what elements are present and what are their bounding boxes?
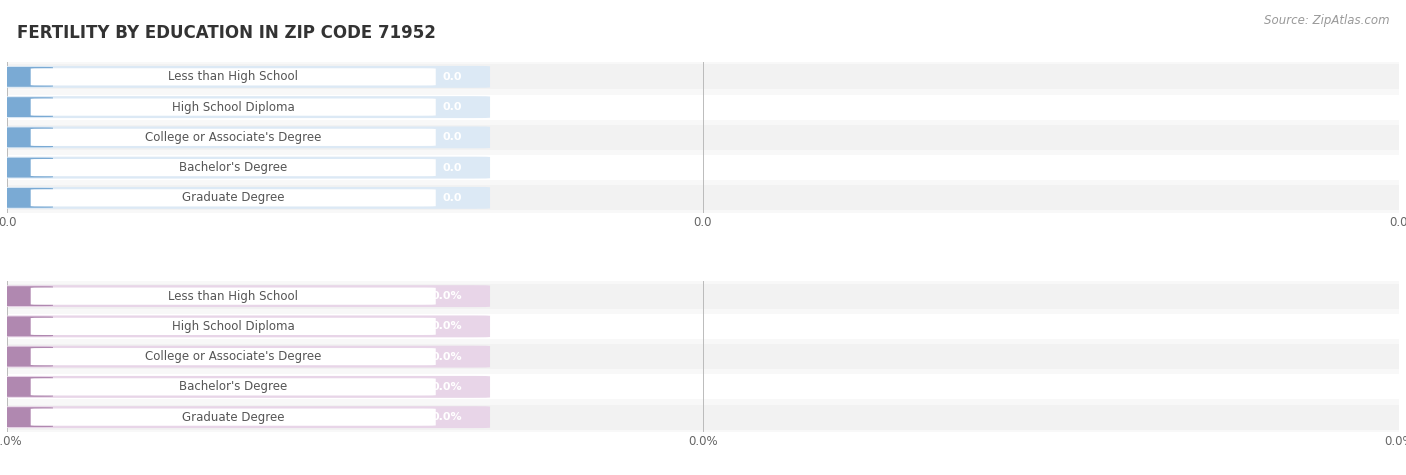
Bar (7, 185, 1399, 210)
FancyBboxPatch shape (0, 127, 53, 147)
FancyBboxPatch shape (31, 348, 436, 365)
FancyBboxPatch shape (0, 286, 53, 306)
FancyBboxPatch shape (31, 129, 436, 146)
Text: 0.0: 0.0 (443, 193, 463, 203)
FancyBboxPatch shape (31, 159, 436, 176)
Text: Bachelor's Degree: Bachelor's Degree (179, 161, 287, 174)
FancyBboxPatch shape (0, 285, 491, 307)
Text: 0.0%: 0.0% (432, 291, 463, 301)
Text: College or Associate's Degree: College or Associate's Degree (145, 131, 322, 144)
FancyBboxPatch shape (0, 126, 491, 148)
Bar (7, 284, 1399, 309)
FancyBboxPatch shape (0, 97, 53, 117)
Text: 0.0%: 0.0% (432, 352, 463, 361)
FancyBboxPatch shape (0, 315, 491, 337)
Text: College or Associate's Degree: College or Associate's Degree (145, 350, 322, 363)
Text: 0.0%: 0.0% (432, 322, 463, 332)
Text: High School Diploma: High School Diploma (172, 320, 295, 333)
FancyBboxPatch shape (31, 189, 436, 207)
FancyBboxPatch shape (31, 318, 436, 335)
FancyBboxPatch shape (0, 346, 491, 368)
FancyBboxPatch shape (0, 96, 491, 118)
FancyBboxPatch shape (31, 378, 436, 396)
FancyBboxPatch shape (0, 158, 53, 178)
Text: Source: ZipAtlas.com: Source: ZipAtlas.com (1264, 14, 1389, 27)
Bar (7, 314, 1399, 339)
FancyBboxPatch shape (0, 406, 491, 428)
FancyBboxPatch shape (0, 376, 491, 398)
FancyBboxPatch shape (0, 347, 53, 367)
Text: 0.0: 0.0 (443, 133, 463, 142)
Bar (7, 405, 1399, 429)
FancyBboxPatch shape (0, 377, 53, 397)
FancyBboxPatch shape (31, 287, 436, 305)
FancyBboxPatch shape (0, 188, 53, 208)
Text: High School Diploma: High School Diploma (172, 101, 295, 114)
Text: 0.0: 0.0 (443, 162, 463, 172)
FancyBboxPatch shape (31, 408, 436, 426)
FancyBboxPatch shape (31, 98, 436, 116)
Bar (7, 374, 1399, 399)
Text: FERTILITY BY EDUCATION IN ZIP CODE 71952: FERTILITY BY EDUCATION IN ZIP CODE 71952 (17, 24, 436, 42)
Bar (7, 65, 1399, 89)
FancyBboxPatch shape (0, 187, 491, 209)
Text: 0.0: 0.0 (443, 72, 463, 82)
Bar (7, 155, 1399, 180)
FancyBboxPatch shape (0, 407, 53, 427)
Text: 0.0: 0.0 (443, 102, 463, 112)
FancyBboxPatch shape (0, 157, 491, 179)
Bar (7, 344, 1399, 369)
Text: Bachelor's Degree: Bachelor's Degree (179, 380, 287, 393)
Bar (7, 95, 1399, 120)
Text: 0.0%: 0.0% (432, 412, 463, 422)
Text: Less than High School: Less than High School (169, 290, 298, 303)
Text: Graduate Degree: Graduate Degree (181, 410, 284, 424)
Text: 0.0%: 0.0% (432, 382, 463, 392)
FancyBboxPatch shape (0, 316, 53, 336)
FancyBboxPatch shape (0, 66, 491, 88)
FancyBboxPatch shape (0, 67, 53, 87)
Text: Less than High School: Less than High School (169, 70, 298, 84)
Bar (7, 125, 1399, 150)
Text: Graduate Degree: Graduate Degree (181, 191, 284, 204)
FancyBboxPatch shape (31, 68, 436, 86)
